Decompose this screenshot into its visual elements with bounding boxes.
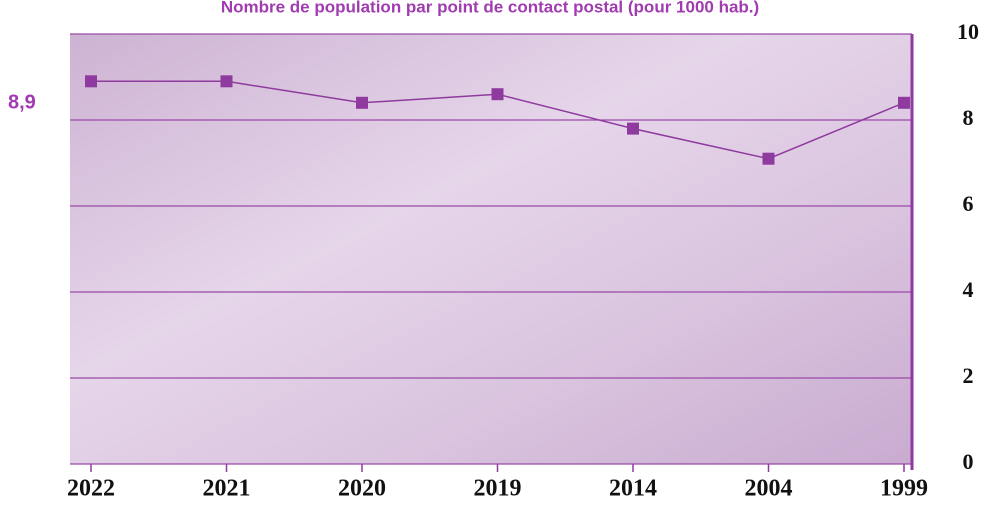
x-tick-label: 2022: [67, 476, 115, 502]
plot-background: [70, 34, 912, 464]
x-tick-label: 2019: [474, 476, 522, 502]
marker: [85, 75, 97, 88]
x-tick-label: 2021: [203, 476, 251, 502]
marker: [898, 96, 910, 109]
y-tick-label: 2: [963, 363, 974, 388]
marker: [220, 75, 233, 88]
marker: [762, 152, 775, 165]
y-tick-label: 8: [963, 105, 974, 130]
marker: [356, 96, 368, 109]
y-tick-label: 10: [957, 19, 979, 44]
annotation: 8,9: [8, 91, 36, 113]
y-tick-label: 0: [963, 449, 974, 474]
y-tick-label: 4: [963, 277, 974, 302]
x-tick-label: 2020: [338, 476, 386, 502]
x-tick-label: 2014: [609, 476, 657, 502]
marker: [491, 88, 504, 101]
x-tick-label: 2004: [745, 476, 793, 502]
y-tick-label: 6: [963, 191, 974, 216]
x-tick-label: 1999: [880, 476, 928, 502]
marker: [627, 122, 639, 135]
chart-title: Nombre de population par point de contac…: [221, 0, 759, 16]
